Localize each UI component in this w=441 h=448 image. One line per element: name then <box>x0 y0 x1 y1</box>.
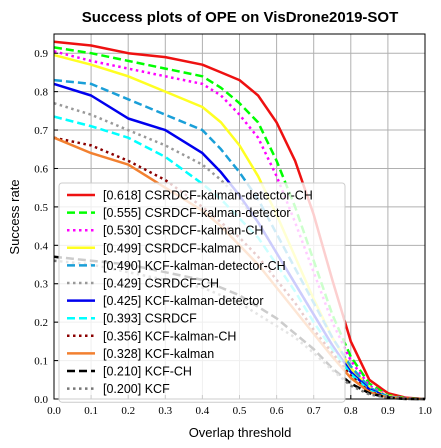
legend-entry-2: [0.555] CSRDCF-kalman-detector <box>103 206 291 220</box>
series-line-5 <box>53 78 426 401</box>
x-tick-label: 0.6 <box>270 405 284 417</box>
legend-entry-5: [0.490] KCF-kalman-detector-CH <box>103 259 286 273</box>
y-tick-label: 0.7 <box>34 125 48 137</box>
x-tick-label: 0.8 <box>344 405 358 417</box>
legend: [0.618] CSRDCF-kalman-detector-CH [0.555]… <box>58 182 346 403</box>
axis-ticks: 0.0 0.1 0.2 0.3 0.4 0.5 0.6 0.7 0.8 0.9 1.0 0.0 0.1 0… <box>34 48 432 417</box>
x-tick-label: 0.5 <box>233 405 247 417</box>
x-tick-label: 1.0 <box>418 405 432 417</box>
x-tick-label: 0.4 <box>196 405 210 417</box>
x-tick-label: 0.2 <box>121 405 135 417</box>
y-tick-label: 0.5 <box>34 202 48 214</box>
y-tick-label: 0.0 <box>34 394 48 406</box>
legend-entry-10: [0.328] KCF-kalman <box>103 347 214 361</box>
y-tick-label: 0.2 <box>34 317 48 329</box>
legend-entry-7: [0.425] KCF-kalman-detector <box>103 294 264 308</box>
x-axis-label: Overlap threshold <box>189 425 292 440</box>
chart-title: Success plots of OPE on VisDrone2019-SOT <box>82 9 399 26</box>
y-tick-label: 0.1 <box>34 356 48 368</box>
legend-entry-1: [0.618] CSRDCF-kalman-detector-CH <box>103 189 313 203</box>
x-tick-label: 0.3 <box>158 405 172 417</box>
y-tick-label: 0.8 <box>34 87 48 99</box>
series-line-2 <box>53 46 426 401</box>
legend-entry-6: [0.429] CSRDCF-CH <box>103 277 219 291</box>
legend-entry-12: [0.200] KCF <box>103 382 170 396</box>
series-line-1 <box>53 40 426 401</box>
legend-box <box>58 182 346 403</box>
y-tick-label: 0.6 <box>34 163 48 175</box>
x-tick-label: 0.7 <box>307 405 321 417</box>
x-tick-label: 0.9 <box>381 405 395 417</box>
y-axis-label: Success rate <box>7 179 22 254</box>
legend-entry-4: [0.499] CSRDCF-kalman <box>103 241 241 255</box>
x-tick-label: 0.0 <box>47 405 61 417</box>
y-tick-label: 0.3 <box>34 279 48 291</box>
legend-entry-9: [0.356] KCF-kalman-CH <box>103 329 236 343</box>
legend-entry-8: [0.393] CSRDCF <box>103 312 197 326</box>
legend-entry-3: [0.530] CSRDCF-kalman-CH <box>103 224 263 238</box>
x-tick-label: 0.1 <box>84 405 98 417</box>
y-tick-label: 0.4 <box>34 240 48 252</box>
y-tick-label: 0.9 <box>34 48 48 60</box>
legend-entry-11: [0.210] KCF-CH <box>103 365 192 379</box>
